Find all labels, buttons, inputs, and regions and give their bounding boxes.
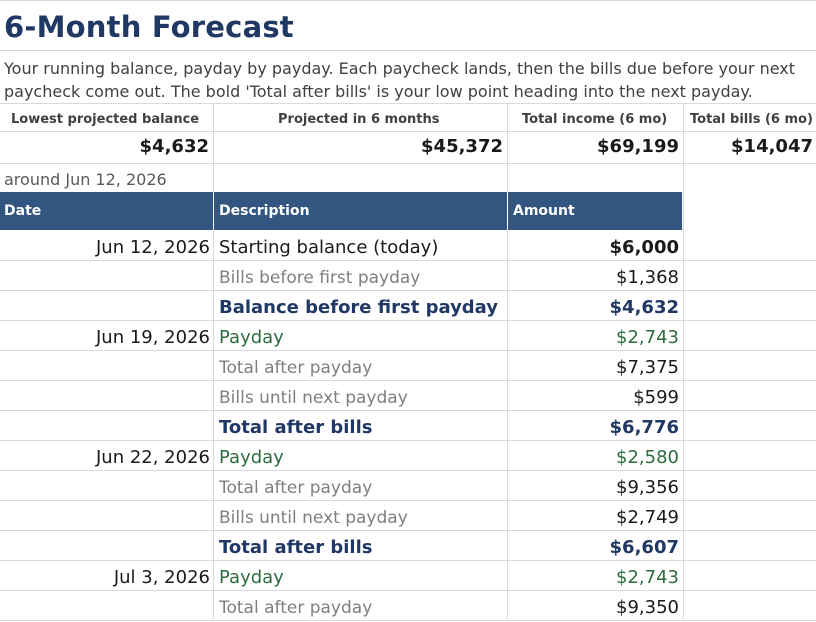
row-description[interactable]: Total after payday [219,358,373,378]
gridline [0,103,816,104]
row-amount[interactable]: $4,632 [609,297,679,318]
table-header [0,192,682,230]
row-amount[interactable]: $9,356 [616,477,679,498]
table-row: Jul 3, 2026 Payday $2,743 [0,562,682,592]
gridline [0,260,816,261]
row-description[interactable]: Total after payday [219,478,373,498]
gridline [0,290,816,291]
row-description[interactable]: Payday [219,567,284,588]
summary-label-bills: Total bills (6 mo) [690,112,813,127]
row-amount[interactable]: $6,000 [609,237,679,258]
gridline [0,163,816,164]
row-description[interactable]: Total after bills [219,417,373,438]
summary-note: around Jun 12, 2026 [4,170,167,189]
gridline [0,410,816,411]
column-divider [507,230,508,619]
row-description[interactable]: Bills until next payday [219,508,408,528]
header-divider [213,192,214,230]
gridline [0,0,816,1]
row-amount[interactable]: $9,350 [616,597,679,618]
header-divider [507,192,508,230]
row-description[interactable]: Starting balance (today) [219,237,439,258]
row-date[interactable]: Jun 12, 2026 [95,237,210,258]
row-description[interactable]: Total after payday [219,598,373,618]
gridline [0,131,816,132]
row-description[interactable]: Balance before first payday [219,297,499,318]
row-description[interactable]: Payday [219,447,284,468]
summary-label-projected: Projected in 6 months [278,112,440,127]
table-row: Bills until next payday $599 [0,382,682,412]
row-amount[interactable]: $6,776 [609,417,679,438]
gridline [0,590,816,591]
gridline [0,50,816,51]
row-amount[interactable]: $599 [633,387,679,408]
gridline [0,530,816,531]
row-amount[interactable]: $1,368 [616,267,679,288]
row-description[interactable]: Total after bills [219,537,373,558]
row-date[interactable]: Jun 19, 2026 [95,327,210,348]
header-description[interactable]: Description [219,203,310,219]
table-row: Balance before first payday $4,632 [0,292,682,322]
gridline [0,560,816,561]
summary-value-bills: $14,047 [731,136,813,157]
row-date[interactable]: Jul 3, 2026 [113,567,210,588]
gridline [0,440,816,441]
column-divider [213,230,214,619]
row-description[interactable]: Payday [219,327,284,348]
header-amount[interactable]: Amount [513,203,575,219]
gridline [0,500,816,501]
table-row: Total after bills $6,607 [0,532,682,562]
table-row: Total after payday $7,375 [0,352,682,382]
row-date[interactable]: Jun 22, 2026 [95,447,210,468]
page-title: 6-Month Forecast [4,10,294,44]
column-divider [213,103,214,192]
table-row: Jun 12, 2026 Starting balance (today) $6,0… [0,232,682,262]
table-row: Total after bills $6,776 [0,412,682,442]
summary-value-projected: $45,372 [421,136,503,157]
table-row: Bills before first payday $1,368 [0,262,682,292]
summary-value-lowest: $4,632 [139,136,209,157]
row-amount[interactable]: $6,607 [609,537,679,558]
summary-value-income: $69,199 [597,136,679,157]
summary-label-income: Total income (6 mo) [522,112,668,127]
gridline [0,320,816,321]
row-description[interactable]: Bills until next payday [219,388,408,408]
column-divider [683,103,684,619]
gridline [0,380,816,381]
row-amount[interactable]: $7,375 [616,357,679,378]
table-row: Total after payday $9,350 [0,592,682,622]
column-divider [507,103,508,192]
row-amount[interactable]: $2,743 [616,567,679,588]
summary-label-lowest: Lowest projected balance [11,112,200,127]
gridline [0,620,816,621]
row-amount[interactable]: $2,749 [616,507,679,528]
table-row: Total after payday $9,356 [0,472,682,502]
gridline [0,470,816,471]
gridline [0,350,816,351]
table-row: Jun 22, 2026 Payday $2,580 [0,442,682,472]
header-date[interactable]: Date [4,203,42,219]
row-amount[interactable]: $2,580 [616,447,679,468]
table-row: Jun 19, 2026 Payday $2,743 [0,322,682,352]
row-amount[interactable]: $2,743 [616,327,679,348]
page-description: Your running balance, payday by payday. … [4,59,796,101]
table-row: Bills until next payday $2,749 [0,502,682,532]
row-description[interactable]: Bills before first payday [219,268,421,288]
